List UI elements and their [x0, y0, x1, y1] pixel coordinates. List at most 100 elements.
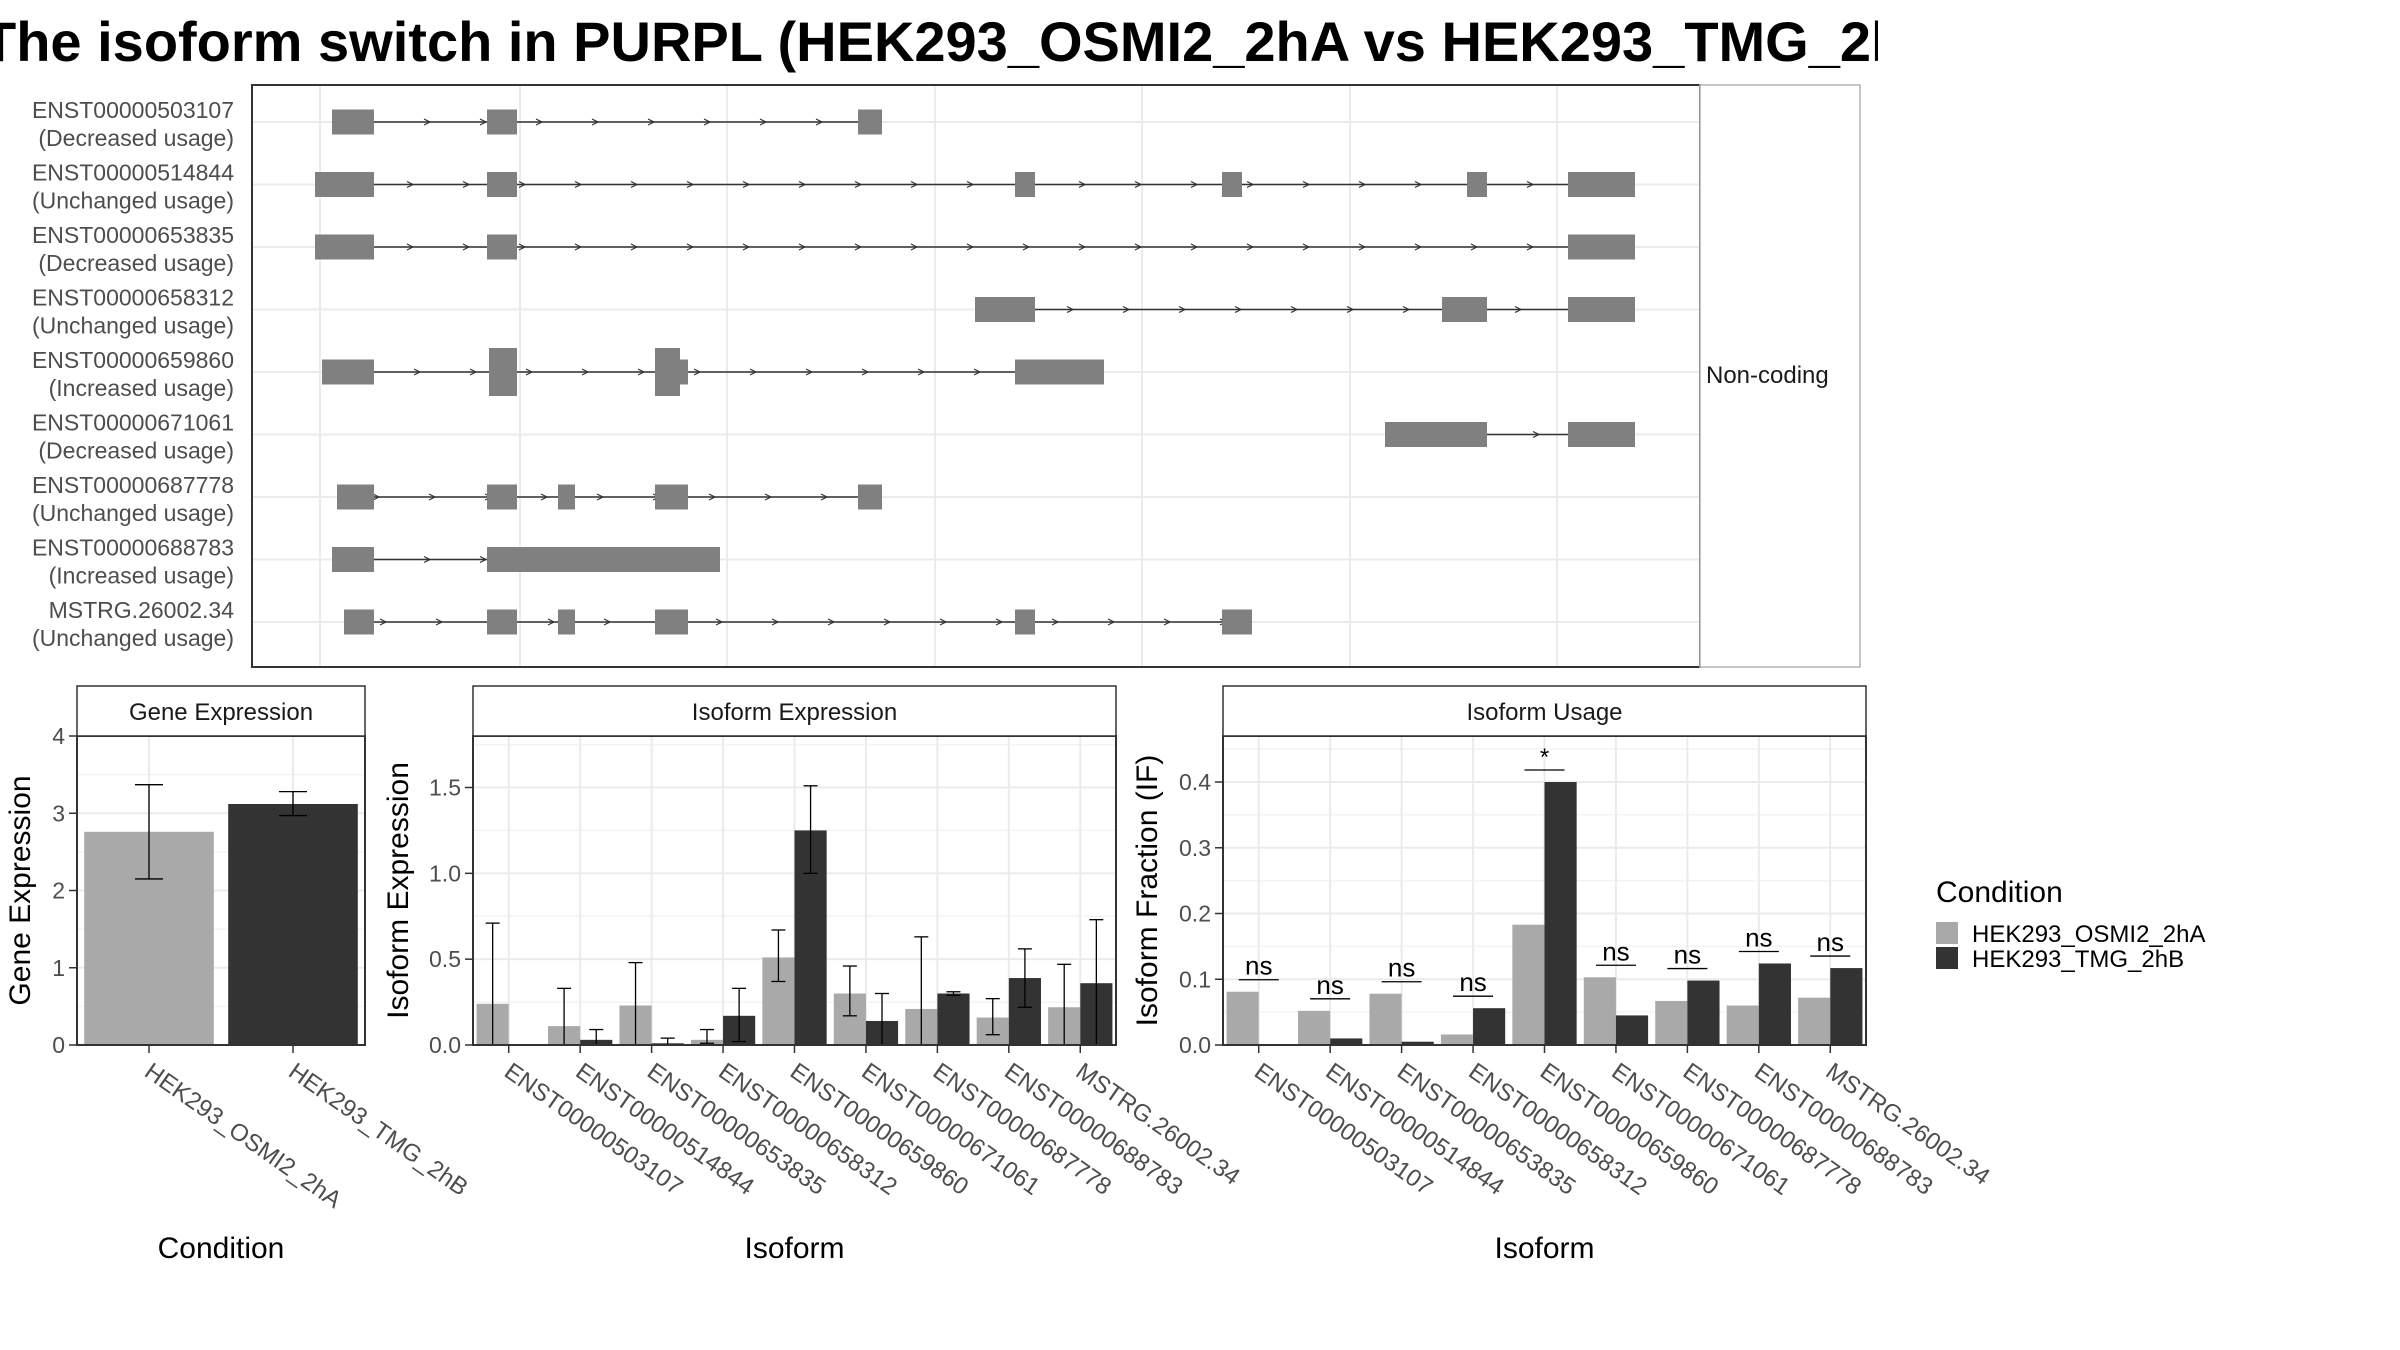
strand-arrow	[435, 618, 444, 626]
strand-arrow	[1190, 180, 1199, 189]
strand-arrow	[406, 180, 415, 189]
strand-arrow	[1526, 243, 1535, 251]
isoform-usage-significance-label: ns	[1316, 970, 1343, 1000]
strand-arrow	[815, 118, 824, 126]
strand-arrow	[462, 243, 471, 251]
exon	[858, 109, 882, 135]
strand-arrow	[1066, 305, 1075, 314]
strand-arrow	[966, 180, 975, 189]
isoform-usage-y-tick-label: 0.4	[1179, 769, 1211, 795]
strand-arrow	[1190, 243, 1199, 251]
strand-arrow	[703, 118, 712, 126]
isoform-usage-significance-label: ns	[1245, 951, 1272, 981]
strand-arrow	[708, 493, 717, 501]
isoform-usage-y-tick-label: 0.0	[1179, 1032, 1211, 1058]
isoform-usage-significance-label: *	[1540, 744, 1549, 771]
transcript-label-usage: (Decreased usage)	[38, 125, 234, 151]
gene-expression-bar	[228, 803, 358, 1045]
gene-expression-y-tick-label: 0	[52, 1032, 65, 1058]
strand-arrow	[462, 180, 471, 189]
transcript-label-usage: (Increased usage)	[49, 375, 234, 401]
strand-arrow	[423, 118, 432, 126]
exon	[1568, 297, 1635, 322]
isoform-usage-bar	[1544, 782, 1577, 1045]
strand-arrow	[547, 618, 556, 626]
exon	[332, 109, 374, 135]
strand-arrow	[1302, 180, 1311, 189]
gene-expression-y-tick-label: 4	[52, 723, 65, 749]
strand-arrow	[939, 618, 948, 626]
strand-arrow	[1163, 618, 1172, 626]
transcript-label-usage: (Increased usage)	[49, 563, 234, 589]
transcript-label-id: ENST00000671061	[32, 410, 234, 436]
strand-arrow	[715, 618, 724, 626]
exon	[487, 172, 517, 197]
strand-arrow	[630, 243, 639, 251]
strand-arrow	[1414, 180, 1423, 189]
exon	[487, 547, 720, 572]
isoform-expression-bar	[937, 993, 970, 1045]
isoform-usage-bar	[1758, 963, 1791, 1045]
isoform-usage-bar	[1369, 993, 1402, 1045]
strand-arrow	[379, 618, 388, 626]
strand-arrow	[1514, 305, 1523, 314]
isoform-usage-significance-label: ns	[1674, 940, 1701, 970]
exon	[558, 484, 575, 510]
exon	[322, 359, 374, 385]
exon	[487, 609, 517, 635]
exon	[975, 297, 1035, 322]
isoform-expression-y-tick-label: 1.0	[429, 860, 461, 886]
isoform-usage-y-axis-title: Isoform Fraction (IF)	[1131, 755, 1164, 1027]
isoform-usage-y-tick-label: 0.1	[1179, 966, 1211, 992]
strand-arrow	[581, 368, 590, 376]
transcript-label-usage: (Unchanged usage)	[32, 188, 234, 214]
exon	[680, 359, 688, 385]
isoform-expression-y-tick-label: 0.0	[429, 1032, 461, 1058]
exon	[337, 484, 374, 510]
exon	[655, 348, 680, 396]
exon	[1222, 172, 1242, 197]
strand-arrow	[820, 493, 829, 501]
strand-arrow	[798, 243, 807, 251]
exon	[1568, 422, 1635, 447]
strand-arrow	[1402, 305, 1411, 314]
isoform-expression-strip-title: Isoform Expression	[692, 699, 897, 726]
strand-arrow	[423, 555, 432, 564]
exon	[655, 609, 688, 635]
gene-expression-strip	[76, 685, 366, 737]
strand-arrow	[995, 618, 1004, 626]
isoform-usage-bar	[1512, 924, 1545, 1045]
transcript-label-id: ENST00000503107	[32, 97, 234, 123]
strand-arrow	[693, 368, 702, 376]
exon	[315, 234, 374, 260]
exon	[1442, 297, 1487, 322]
transcript-label-id: MSTRG.26002.34	[49, 597, 235, 623]
strand-arrow	[883, 618, 892, 626]
gene-expression-y-axis-title: Gene Expression	[4, 775, 37, 1005]
strand-arrow	[574, 180, 583, 189]
isoform-usage-bar	[1330, 1038, 1363, 1045]
exon	[489, 348, 517, 396]
exon	[858, 484, 882, 510]
isoform-usage-bar	[1655, 1000, 1688, 1045]
exon	[1568, 234, 1635, 260]
strand-arrow	[413, 368, 422, 376]
isoform-usage-bar	[1726, 1005, 1759, 1045]
strand-arrow	[798, 180, 807, 189]
isoform-expression-y-axis-title: Isoform Expression	[382, 762, 415, 1019]
strand-arrow	[1107, 618, 1116, 626]
exon	[487, 234, 517, 260]
isoform-usage-bar	[1830, 968, 1863, 1045]
strand-arrow	[469, 368, 478, 376]
transcript-label-id: ENST00000653835	[32, 222, 234, 248]
isoform-usage-y-tick-label: 0.3	[1179, 835, 1211, 861]
exon	[558, 609, 575, 635]
isoform-usage-significance-label: ns	[1745, 922, 1772, 952]
strand-arrow	[1078, 243, 1087, 251]
strand-arrow	[647, 118, 656, 126]
exon	[487, 109, 517, 135]
exon	[344, 609, 374, 635]
strand-arrow	[1358, 243, 1367, 251]
strand-arrow	[854, 180, 863, 189]
strand-arrow	[686, 180, 695, 189]
